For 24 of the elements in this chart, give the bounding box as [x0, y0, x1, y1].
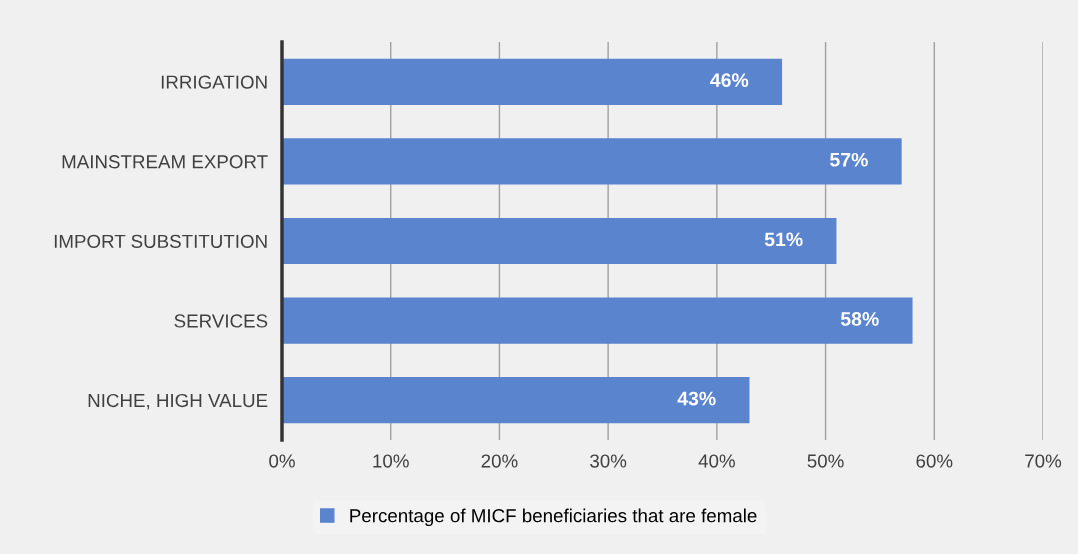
bar [282, 377, 750, 424]
x-tick-label: 0% [269, 454, 295, 468]
legend-label: Percentage of MICF beneficiaries that are female [350, 508, 757, 527]
x-tick-label: 70% [1025, 454, 1062, 468]
x-tick-label: 10% [373, 454, 409, 468]
bar [282, 138, 902, 185]
y-tick-label: IMPORT SUBSTITUTION [54, 234, 267, 248]
x-tick-label: 20% [481, 454, 518, 468]
x-tick-label: 30% [590, 454, 627, 468]
x-tick-label: 40% [698, 454, 735, 468]
x-tick-label: 60% [916, 454, 953, 468]
bar [282, 297, 913, 344]
y-tick-label: NICHE, HIGH VALUE [88, 393, 268, 410]
y-tick-label: IRRIGATION [161, 75, 267, 89]
x-tick-label: 50% [807, 454, 844, 468]
y-tick-label: MAINSTREAM EXPORT [62, 155, 268, 169]
y-tick-label: SERVICES [174, 314, 268, 328]
bar [282, 217, 837, 265]
data-label: 46% [710, 73, 749, 88]
bar [282, 58, 783, 105]
data-label: 43% [677, 391, 716, 406]
data-label: 58% [840, 312, 879, 326]
data-label: 57% [830, 152, 868, 167]
data-label: 51% [764, 232, 803, 247]
